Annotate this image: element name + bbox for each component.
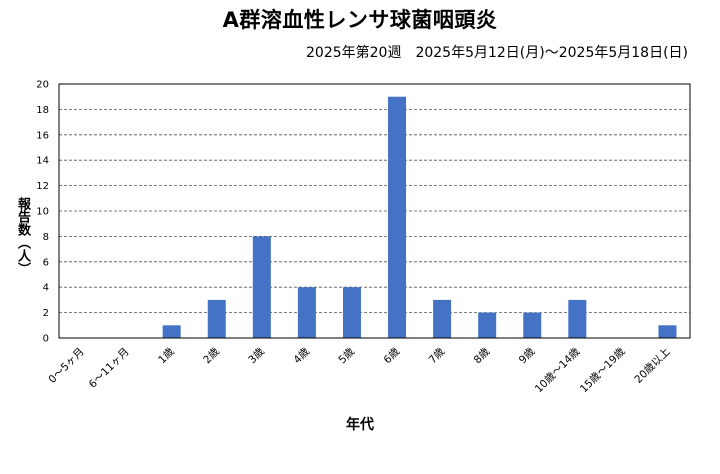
bar xyxy=(523,312,542,338)
bar xyxy=(658,325,677,338)
chart-subtitle: 2025年第20週 2025年5月12日(月)～2025年5月18日(日) xyxy=(306,45,688,61)
y-tick-label: 16 xyxy=(36,130,49,141)
x-tick-label: 20歳以上 xyxy=(632,346,672,386)
x-tick-label: 9歳 xyxy=(517,345,538,366)
bar xyxy=(568,299,587,338)
x-tick-label: 3歳 xyxy=(246,345,267,366)
bar xyxy=(252,236,271,338)
x-tick-label: 4歳 xyxy=(291,345,312,366)
y-tick-label: 8 xyxy=(43,232,49,243)
y-axis-label: 報告数（人） xyxy=(15,197,30,275)
x-tick-label: 2歳 xyxy=(201,345,222,366)
x-tick-label: 7歳 xyxy=(427,345,448,366)
y-tick-label: 14 xyxy=(36,156,49,167)
x-axis-label: 年代 xyxy=(346,417,374,433)
x-tick-label: 5歳 xyxy=(336,345,357,366)
bar xyxy=(433,299,452,338)
gridlines xyxy=(59,83,690,314)
chart-title: A群溶血性レンサ球菌咽頭炎 xyxy=(222,8,498,32)
x-tick-labels: 0～5ヶ月 6～11ヶ月 1歳 2歳 3歳 4歳 5歳 6歳 7歳 8歳 9歳10歳～14歳15歳～… xyxy=(46,345,672,395)
y-tick-label: 6 xyxy=(43,257,49,268)
bar xyxy=(297,287,316,338)
x-tick-label: 10歳～14歳 xyxy=(533,345,583,395)
x-tick-label: 8歳 xyxy=(472,345,493,366)
y-tick-label: 12 xyxy=(36,181,49,192)
bars xyxy=(162,96,677,338)
y-tick-labels: 0 2 4 6 8 10 12 14 16 18 20 xyxy=(36,80,49,345)
y-tick-label: 20 xyxy=(36,80,49,91)
y-tick-label: 18 xyxy=(36,105,49,116)
bar xyxy=(342,287,361,338)
x-tick-label: 1歳 xyxy=(156,345,177,366)
bar xyxy=(207,299,226,338)
y-tick-label: 2 xyxy=(43,308,49,319)
axes xyxy=(58,83,691,339)
plot-frame xyxy=(58,83,691,339)
x-tick-label: 6歳 xyxy=(382,345,403,366)
x-tick-label: 15歳～19歳 xyxy=(578,345,628,395)
x-tick-label: 6～11ヶ月 xyxy=(87,346,132,391)
y-tick-label: 10 xyxy=(36,207,49,218)
bar xyxy=(162,325,181,338)
bar xyxy=(388,96,407,338)
y-tick-label: 0 xyxy=(43,334,49,345)
x-tick-label: 0～5ヶ月 xyxy=(46,346,86,386)
y-tick-label: 4 xyxy=(43,283,49,294)
bar xyxy=(478,312,497,338)
